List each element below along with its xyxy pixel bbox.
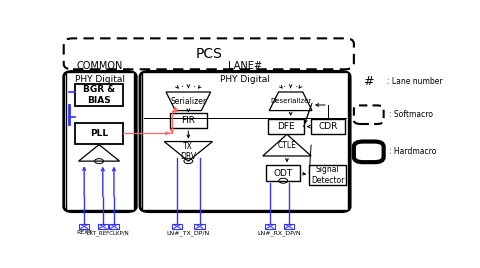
Text: Signal
Detector: Signal Detector — [311, 165, 345, 185]
Text: Deserializer: Deserializer — [270, 98, 311, 104]
Bar — [109, 224, 119, 229]
Text: FIR: FIR — [181, 116, 195, 125]
Bar — [170, 113, 207, 128]
Text: . . .: . . . — [180, 79, 196, 89]
Bar — [66, 72, 134, 210]
Polygon shape — [164, 142, 213, 161]
Polygon shape — [166, 92, 211, 111]
Text: REXT: REXT — [76, 230, 92, 236]
Text: CTLE: CTLE — [277, 141, 296, 150]
Text: . . .: . . . — [283, 79, 298, 89]
Text: PHY Digital: PHY Digital — [75, 75, 125, 84]
Text: LANE#: LANE# — [228, 61, 262, 71]
Text: : Lane number: : Lane number — [387, 77, 443, 86]
Bar — [79, 224, 89, 229]
Text: Serializer: Serializer — [170, 97, 206, 106]
Bar — [266, 165, 300, 181]
Text: #: # — [363, 75, 374, 88]
Bar — [311, 119, 345, 134]
Text: LN#_TX_DP/N: LN#_TX_DP/N — [167, 230, 210, 236]
Bar — [75, 123, 123, 144]
Bar — [194, 224, 204, 229]
Polygon shape — [79, 145, 120, 161]
Text: TX
DRV: TX DRV — [180, 142, 196, 161]
FancyBboxPatch shape — [64, 38, 354, 69]
Text: LN#_RX_DP/N: LN#_RX_DP/N — [258, 230, 301, 236]
Text: DFE: DFE — [277, 122, 295, 131]
Text: CDR: CDR — [318, 122, 337, 131]
Bar — [172, 224, 182, 229]
Bar — [142, 72, 348, 210]
FancyBboxPatch shape — [140, 71, 350, 212]
Polygon shape — [263, 134, 311, 156]
Text: EXT_REFCLKP/N: EXT_REFCLKP/N — [87, 230, 130, 236]
Text: ODT: ODT — [274, 169, 293, 177]
Text: : Softmacro: : Softmacro — [389, 110, 433, 119]
FancyBboxPatch shape — [64, 71, 136, 212]
Bar — [265, 224, 275, 229]
Bar — [309, 165, 347, 185]
Text: PCS: PCS — [195, 47, 222, 61]
Bar — [75, 84, 123, 106]
Text: COMMON: COMMON — [77, 61, 123, 71]
Bar — [284, 224, 294, 229]
Text: PHY Digital: PHY Digital — [220, 75, 270, 84]
FancyBboxPatch shape — [354, 105, 384, 124]
Bar — [268, 119, 304, 134]
FancyBboxPatch shape — [354, 142, 384, 162]
Bar — [98, 224, 108, 229]
Text: : Hardmacro: : Hardmacro — [389, 147, 437, 156]
Polygon shape — [269, 92, 312, 111]
Text: PLL: PLL — [90, 129, 108, 138]
Text: BGR &
BIAS: BGR & BIAS — [83, 85, 115, 105]
